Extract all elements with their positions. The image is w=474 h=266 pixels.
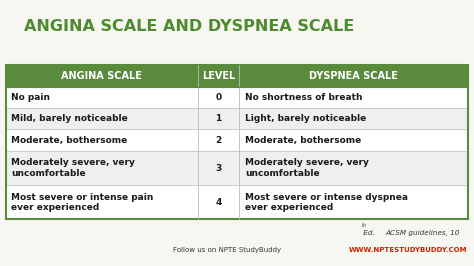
Text: ACSM guidelines, 10: ACSM guidelines, 10 xyxy=(385,230,460,236)
Text: Moderately severe, very
uncomfortable: Moderately severe, very uncomfortable xyxy=(245,158,369,178)
Text: Moderate, bothersome: Moderate, bothersome xyxy=(11,136,128,145)
Text: DYSPNEA SCALE: DYSPNEA SCALE xyxy=(310,71,398,81)
Text: 4: 4 xyxy=(215,198,222,207)
Bar xyxy=(6,151,468,185)
Text: Most severe or intense dyspnea
ever experienced: Most severe or intense dyspnea ever expe… xyxy=(245,193,408,212)
Bar xyxy=(6,65,468,87)
Text: Ed.: Ed. xyxy=(361,230,375,236)
Text: Most severe or intense pain
ever experienced: Most severe or intense pain ever experie… xyxy=(11,193,154,212)
Text: No shortness of breath: No shortness of breath xyxy=(245,93,363,102)
Text: Moderately severe, very
uncomfortable: Moderately severe, very uncomfortable xyxy=(11,158,135,178)
Text: LEVEL: LEVEL xyxy=(202,71,235,81)
Text: th: th xyxy=(361,223,366,228)
Text: 0: 0 xyxy=(215,93,221,102)
Text: Mild, barely noticeable: Mild, barely noticeable xyxy=(11,114,128,123)
Text: 1: 1 xyxy=(215,114,222,123)
Text: Follow us on NPTE StudyBuddy: Follow us on NPTE StudyBuddy xyxy=(173,247,282,253)
Bar xyxy=(6,65,468,219)
Text: WWW.NPTESTUDYBUDDY.COM: WWW.NPTESTUDYBUDDY.COM xyxy=(348,247,467,253)
Bar xyxy=(6,185,468,219)
Bar xyxy=(6,108,468,130)
Text: 2: 2 xyxy=(215,136,222,145)
Text: ANGINA SCALE: ANGINA SCALE xyxy=(61,71,142,81)
Bar xyxy=(6,130,468,151)
Text: No pain: No pain xyxy=(11,93,50,102)
Text: ANGINA SCALE AND DYSPNEA SCALE: ANGINA SCALE AND DYSPNEA SCALE xyxy=(25,19,355,34)
Bar xyxy=(6,87,468,108)
Text: 3: 3 xyxy=(215,164,222,173)
Text: Moderate, bothersome: Moderate, bothersome xyxy=(245,136,361,145)
Text: Light, barely noticeable: Light, barely noticeable xyxy=(245,114,366,123)
